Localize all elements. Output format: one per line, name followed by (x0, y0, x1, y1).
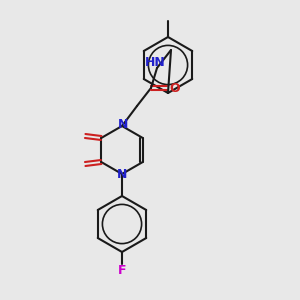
Text: O: O (170, 82, 180, 94)
Text: N: N (118, 118, 128, 131)
Text: HN: HN (145, 56, 165, 70)
Text: N: N (117, 169, 127, 182)
Text: F: F (118, 265, 126, 278)
